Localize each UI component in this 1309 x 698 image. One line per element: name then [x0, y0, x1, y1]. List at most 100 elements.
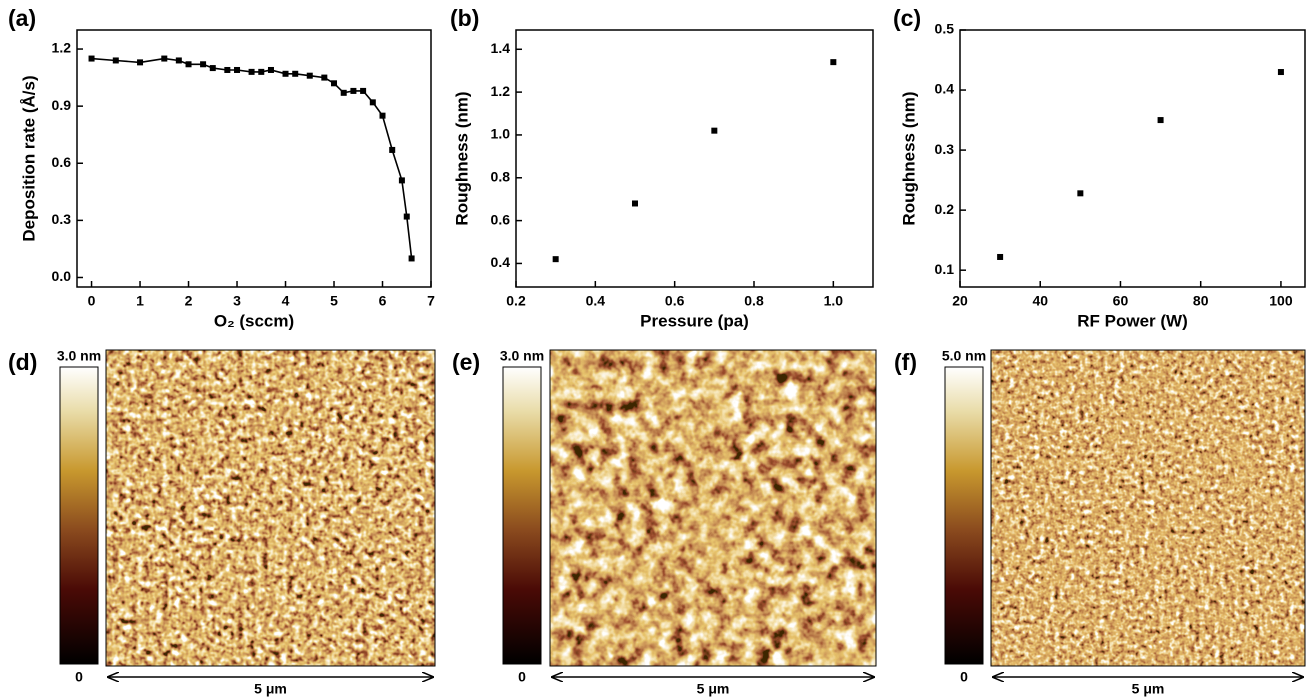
data-point	[997, 253, 1004, 260]
y-tick-label: 1.2	[52, 40, 72, 56]
data-point	[248, 68, 255, 75]
y-tick-label: 0.9	[52, 97, 72, 113]
y-tick-label: 0.8	[491, 168, 511, 184]
y-tick-label: 0.4	[491, 254, 511, 270]
x-tick-label: 5	[330, 293, 338, 309]
scale-max-label: 5.0 nm	[942, 348, 986, 364]
data-point	[292, 70, 299, 77]
data-point	[711, 127, 718, 134]
x-tick-label: 100	[1269, 293, 1293, 309]
data-point	[88, 55, 95, 62]
chart-panel: (c) 20 40 60 80 100 0.1 0.2 0.3 0.4 0.5 RF Power (W…	[893, 5, 1306, 330]
y-tick-label: 0.3	[52, 211, 72, 227]
y-tick-label: 0.5	[935, 21, 955, 37]
data-point	[340, 89, 347, 96]
afm-image-border	[549, 349, 877, 667]
data-point	[282, 70, 289, 77]
data-point	[185, 61, 192, 68]
x-tick-label: 60	[1113, 293, 1129, 309]
data-point	[403, 213, 410, 220]
y-tick-label: 1.4	[491, 40, 511, 56]
y-tick-label: 0.4	[935, 81, 955, 97]
data-point	[175, 57, 182, 64]
colorbar	[944, 366, 984, 665]
data-point	[267, 66, 274, 73]
panel-label: (e)	[452, 349, 480, 375]
x-tick-label: 0.6	[665, 293, 685, 309]
plot-frame	[515, 29, 874, 288]
panel-label: (a)	[8, 5, 36, 31]
data-point	[360, 87, 367, 94]
scale-bar-label: 5 μm	[697, 681, 730, 697]
x-axis-title: RF Power (W)	[1077, 311, 1188, 330]
panel-label: (c)	[893, 5, 921, 31]
data-point	[389, 146, 396, 153]
data-point	[321, 74, 328, 81]
y-tick-label: 0.3	[935, 141, 955, 157]
scale-min-label: 0	[75, 669, 83, 685]
data-point	[552, 256, 559, 263]
data-point	[830, 59, 837, 66]
data-point	[379, 112, 386, 119]
plot-frame	[76, 29, 432, 288]
afm-image	[106, 350, 435, 666]
data-point	[632, 200, 638, 207]
x-tick-label: 3	[233, 293, 241, 309]
chart-panel: (a) 0 1 2 3 4 5 6 7 0.0 0.3 0.6 0.9 1.2 O₂ (sccm) Depos…	[8, 5, 435, 330]
y-tick-label: 0.2	[935, 201, 955, 217]
y-tick-label: 0.0	[52, 268, 72, 284]
data-point	[331, 80, 338, 87]
x-tick-label: 2	[185, 293, 193, 309]
colorbar	[502, 366, 542, 665]
x-tick-label: 6	[379, 293, 387, 309]
data-point	[137, 59, 144, 66]
x-tick-label: 0.4	[586, 293, 606, 309]
data-point	[209, 65, 216, 72]
scale-bar-label: 5 μm	[254, 681, 287, 697]
data-point	[369, 99, 376, 106]
afm-image	[550, 350, 876, 666]
data-point	[408, 255, 415, 262]
x-tick-label: 1.0	[824, 293, 844, 309]
y-tick-label: 1.0	[491, 126, 511, 142]
x-tick-label: 0	[88, 293, 96, 309]
afm-image-border	[990, 349, 1306, 667]
data-point	[306, 72, 313, 79]
y-axis-title: Deposition rate (Å/s)	[19, 75, 38, 241]
data-point	[112, 57, 119, 64]
x-tick-label: 0.8	[744, 293, 764, 309]
y-tick-label: 0.1	[935, 261, 955, 277]
data-point	[200, 61, 207, 68]
plot-frame	[959, 29, 1306, 288]
panel-label: (d)	[8, 349, 37, 375]
data-point	[161, 55, 168, 62]
afm-panel: (f) 5.0 nm 0 5 μm	[894, 348, 1306, 697]
data-point	[258, 68, 265, 75]
data-point	[234, 66, 241, 73]
x-tick-label: 1	[136, 293, 144, 309]
scale-min-label: 0	[960, 669, 968, 685]
x-tick-label: 7	[427, 293, 435, 309]
x-tick-label: 80	[1193, 293, 1209, 309]
data-point	[1077, 190, 1084, 197]
x-tick-label: 20	[952, 293, 968, 309]
panel-label: (b)	[450, 5, 479, 31]
x-tick-label: 4	[282, 293, 290, 309]
data-point	[350, 87, 357, 94]
afm-image-border	[105, 349, 436, 667]
data-point	[1157, 117, 1164, 124]
x-tick-label: 0.2	[506, 293, 526, 309]
y-axis-title: Roughness (nm)	[899, 91, 918, 225]
y-tick-label: 0.6	[491, 211, 511, 227]
scale-max-label: 3.0 nm	[57, 348, 101, 364]
afm-image	[991, 350, 1305, 666]
data-point	[1277, 69, 1284, 76]
x-tick-label: 40	[1032, 293, 1048, 309]
x-axis-title: Pressure (pa)	[640, 311, 749, 330]
x-axis-title: O₂ (sccm)	[214, 311, 294, 330]
afm-panel: (e) 3.0 nm 0 5 μm	[452, 348, 877, 697]
y-axis-title: Roughness (nm)	[452, 91, 471, 225]
scale-max-label: 3.0 nm	[500, 348, 544, 364]
chart-panel: (b) 0.2 0.4 0.6 0.8 1.0 0.4 0.6 0.8 1.0 1.2 1.4 Pres…	[450, 5, 874, 330]
colorbar	[59, 366, 99, 665]
